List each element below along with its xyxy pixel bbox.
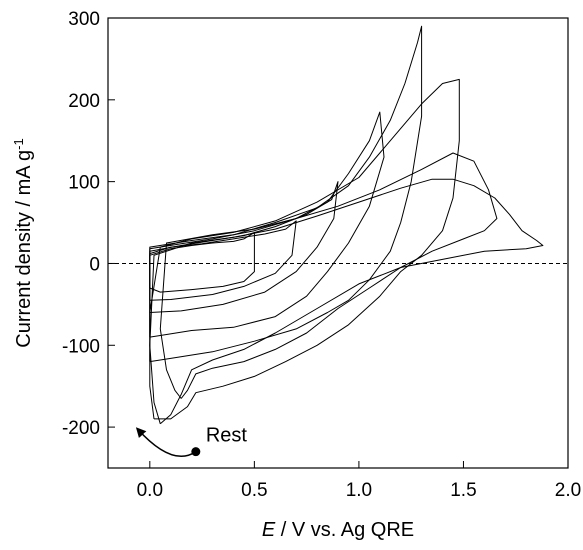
plot-frame [107,17,569,469]
x-tick-label: 1.0 [346,480,372,501]
y-tick-label: 100 [68,173,100,194]
cv-curve-6 [149,78,460,420]
y-tick-label: 300 [68,9,100,30]
cv-curve-3 [149,181,339,313]
y-axis-label-sup: -1 [11,138,26,150]
cv-curve-5 [149,25,423,363]
series-layer [149,25,544,425]
x-tick-label: 1.5 [450,480,476,501]
y-axis-label: Current density / mA g-1 [11,138,36,347]
rest-start-dot [191,447,201,457]
y-tick-label: -200 [62,418,100,439]
y-axis-label-main: Current density / mA g [13,150,35,348]
x-tick-label: 0.5 [241,480,267,501]
x-tick-label: 0.0 [137,480,163,501]
y-tick-label: 0 [89,254,100,275]
x-tick-label: 2.0 [555,480,581,501]
cv-curve-2 [149,220,297,301]
y-ticks: -200 -100 0 100 200 300 [62,9,115,439]
y-tick-label: 200 [68,91,100,112]
x-axis-label-italic: E [262,519,276,541]
x-axis-label: E / V vs. Ag QRE [262,519,414,541]
rest-arrow [135,427,197,457]
y-tick-label: -100 [62,336,100,357]
cv-curve-7 [159,152,498,399]
rest-annotation: Rest [206,425,248,447]
x-axis-label-rest: / V vs. Ag QRE [275,519,414,541]
cv-curve-1 [149,231,255,293]
cv-curve-8 [149,178,544,425]
x-ticks: 0.0 0.5 1.0 1.5 2.0 [137,461,581,501]
